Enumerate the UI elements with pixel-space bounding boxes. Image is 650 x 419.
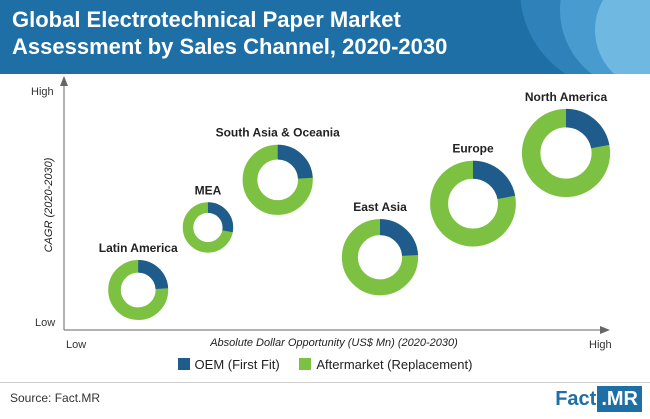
- chart-title: Global Electrotechnical Paper Market Ass…: [12, 7, 448, 59]
- donut-south-asia-oceania: South Asia & Oceania: [216, 126, 341, 215]
- region-label-east-asia: East Asia: [353, 200, 407, 214]
- donut-slice-oem-latin-america: [108, 259, 169, 320]
- source-note: Source: Fact.MR: [10, 391, 101, 405]
- header-banner: Global Electrotechnical Paper Market Ass…: [0, 0, 650, 74]
- donut-latin-america: Latin America: [99, 241, 178, 320]
- footer-divider: [0, 382, 650, 383]
- legend-swatch-oem: [177, 358, 190, 371]
- legend: OEM (First Fit) Aftermarket (Replacement…: [0, 356, 650, 372]
- donut-slice-oem-mea: [182, 202, 234, 253]
- legend-label-aftermarket: Aftermarket (Replacement): [316, 357, 473, 373]
- donut-europe: Europe: [430, 142, 516, 247]
- donut-east-asia: East Asia: [341, 200, 419, 296]
- donut-slice-oem-south-asia-oceania: [242, 144, 313, 215]
- y-tick-high: High: [31, 86, 54, 98]
- donut-north-america: North America: [521, 90, 611, 198]
- legend-label-oem: OEM (First Fit): [194, 357, 280, 373]
- legend-item-aftermarket: Aftermarket (Replacement): [299, 357, 472, 372]
- region-label-latin-america: Latin America: [99, 241, 178, 255]
- y-tick-low: Low: [35, 317, 55, 329]
- brand-logo-main: Fact: [555, 388, 597, 410]
- donut-mea: MEA: [182, 183, 234, 253]
- region-label-north-america: North America: [525, 90, 608, 104]
- donut-slice-oem-north-america: [521, 108, 611, 198]
- x-tick-high: High: [589, 339, 612, 351]
- header-decoration: [520, 0, 650, 74]
- x-axis-title: Absolute Dollar Opportunity (US$ Mn) (20…: [209, 337, 458, 349]
- y-axis-arrow: [60, 76, 68, 86]
- brand-logo-suffix: .MR: [597, 386, 642, 412]
- region-label-south-asia-oceania: South Asia & Oceania: [216, 126, 341, 140]
- y-axis-title: CAGR (2020-2030): [43, 157, 55, 252]
- donut-bubbles: Latin America MEA South Asia & Oceania East…: [99, 90, 611, 320]
- brand-logo: Fact .MR: [555, 386, 642, 412]
- donut-slice-oem-east-asia: [341, 219, 419, 296]
- region-label-mea: MEA: [195, 183, 222, 197]
- legend-swatch-aftermarket: [299, 358, 312, 371]
- donut-slice-aftermarket-europe: [430, 160, 516, 247]
- region-label-europe: Europe: [452, 142, 494, 156]
- header-deco-circle-inner: [595, 0, 650, 74]
- legend-item-oem: OEM (First Fit): [177, 357, 280, 373]
- x-axis-arrow: [600, 326, 610, 334]
- x-tick-low: Low: [66, 339, 86, 351]
